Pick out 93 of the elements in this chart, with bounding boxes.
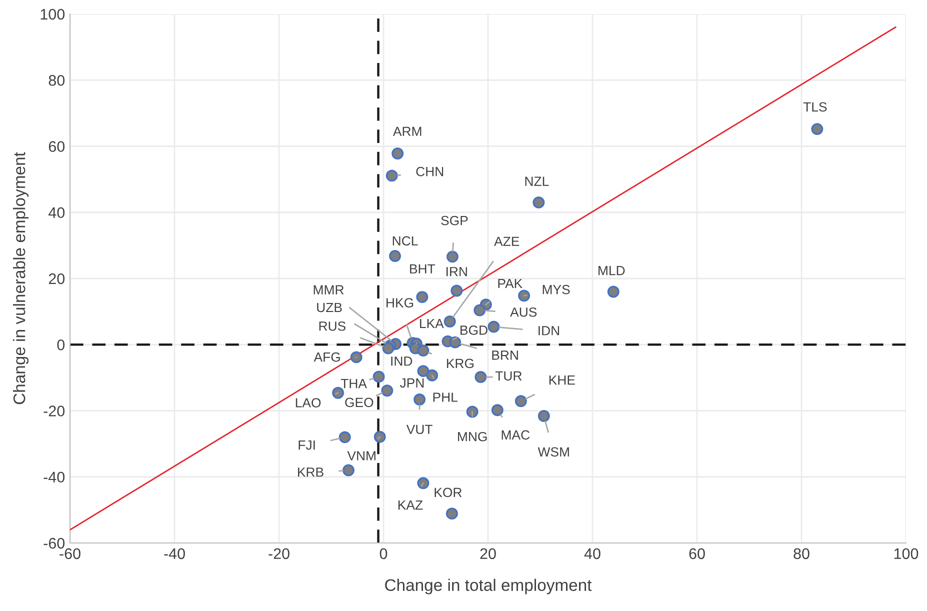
annotation: TLS: [803, 102, 827, 112]
point: [466, 406, 478, 418]
point: [449, 336, 462, 348]
annotation: ARM: [392, 126, 422, 136]
x-tick-label: -60: [60, 548, 80, 560]
point: [444, 315, 456, 328]
annotation: AZE: [494, 236, 520, 246]
y-tick-label: 100: [40, 8, 65, 20]
annotation: PHL: [433, 392, 458, 402]
annotation: MLD: [598, 266, 625, 276]
y-tick-label: 60: [48, 141, 65, 152]
point: [488, 320, 500, 333]
point: [474, 304, 486, 316]
point: [416, 291, 428, 303]
point: [392, 148, 404, 160]
annotation: VUT: [406, 424, 432, 434]
annotation: TUR: [495, 371, 522, 381]
annotation: BGD: [460, 326, 488, 335]
annotation: GEO: [345, 398, 374, 408]
x-axis-title: Change in total employment: [385, 578, 592, 594]
point: [811, 123, 824, 136]
annotation: MMR: [314, 285, 344, 294]
annotation: KAZ: [398, 500, 423, 510]
point: [342, 464, 354, 476]
annotation: MYS: [542, 284, 570, 294]
annotation: NCL: [392, 236, 418, 246]
annotation: WSM: [538, 447, 569, 457]
point: [518, 290, 530, 302]
point: [389, 250, 401, 262]
annotation: LKA: [420, 318, 444, 328]
annotation: AFG: [314, 352, 340, 362]
x-tick-label: 40: [584, 548, 600, 560]
y-tick-label: 40: [48, 207, 65, 218]
point: [386, 170, 398, 182]
annotation: BHT: [410, 264, 436, 274]
y-tick-label: -40: [44, 472, 65, 483]
annotation: UZB: [317, 302, 342, 312]
point: [381, 384, 394, 397]
annotation: NZL: [525, 176, 549, 186]
annotation: KHE: [549, 375, 575, 385]
point: [474, 371, 487, 384]
annotation: HKG: [386, 298, 414, 308]
annotation: IDN: [538, 326, 560, 336]
point: [382, 342, 394, 354]
point: [450, 284, 463, 297]
annotation: MNG: [458, 432, 487, 442]
annotation: IND: [391, 356, 412, 366]
annotation: RUS: [319, 321, 346, 331]
point: [374, 430, 386, 443]
annotation: KOR: [434, 488, 462, 498]
x-tick-label: 60: [689, 548, 705, 560]
point: [491, 404, 504, 416]
point: [607, 286, 620, 298]
point: [426, 369, 438, 382]
annotation: LAO: [296, 398, 321, 408]
annotation: PAK: [498, 278, 522, 288]
annotation: IRN: [446, 267, 467, 276]
point: [446, 250, 458, 263]
x-tick-label: 80: [794, 548, 810, 560]
y-tick-label: -20: [44, 406, 65, 416]
point: [538, 410, 550, 422]
point: [417, 365, 430, 378]
y-tick-label: 20: [48, 273, 65, 284]
point: [514, 395, 527, 408]
annotation: FJI: [298, 440, 315, 450]
annotation: BRN: [492, 350, 518, 360]
y-tick-label: 80: [48, 74, 65, 86]
x-tick-label: 20: [480, 548, 496, 560]
x-tick-label: -40: [164, 548, 185, 560]
point: [532, 196, 545, 208]
annotation: THA: [340, 379, 367, 388]
annotation: CHN: [416, 166, 444, 176]
annotation: KRB: [298, 468, 324, 477]
x-tick-label: 0: [380, 548, 388, 560]
point: [414, 394, 426, 406]
x-tick-label: -20: [268, 548, 290, 560]
annotation: MAC: [502, 430, 530, 440]
point: [417, 477, 430, 490]
annotation: AUS: [510, 307, 537, 317]
y-tick-label: 0: [57, 339, 65, 350]
annotation: VNM: [347, 451, 376, 460]
point: [332, 386, 344, 399]
annotation: SGP: [441, 216, 468, 226]
point: [372, 370, 385, 383]
y-axis-title: Change in vulnerable employment: [13, 152, 29, 404]
point: [417, 344, 430, 357]
annotation: KRG: [446, 358, 474, 368]
y-tick-label: -60: [44, 538, 65, 549]
annotation: JPN: [400, 378, 424, 388]
point: [350, 351, 362, 364]
point: [338, 431, 351, 444]
x-tick-label: 100: [894, 548, 918, 560]
point: [446, 508, 458, 520]
